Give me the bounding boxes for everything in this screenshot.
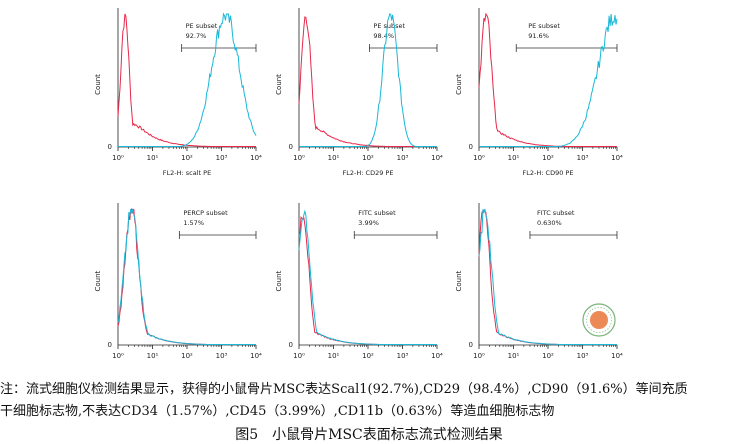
x-tick-label-3-2: 10² bbox=[181, 352, 193, 360]
x-tick-label-5-0: 10⁰ bbox=[473, 352, 485, 360]
x-tick-label-3-0: 10⁰ bbox=[112, 352, 124, 360]
watermark-seal-center bbox=[590, 311, 608, 329]
x-tick-label-1-0: 10⁰ bbox=[293, 154, 305, 162]
y-tick-label-1: 0 bbox=[289, 143, 293, 151]
histogram-sample-3 bbox=[117, 208, 256, 345]
x-tick-label-4-0: 10⁰ bbox=[293, 352, 305, 360]
figure-note-line-2: 干细胞标志物,不表达CD34（1.57%）,CD45（3.99%）,CD11b（… bbox=[0, 404, 555, 419]
histogram-control-0 bbox=[117, 13, 256, 147]
x-tick-label-3-1: 10¹ bbox=[147, 352, 159, 360]
x-tick-label-3-3: 10³ bbox=[216, 352, 228, 360]
x-tick-label-2-1: 10¹ bbox=[508, 154, 520, 162]
y-axis-label-4: Count bbox=[275, 270, 283, 291]
histogram-sample-5 bbox=[478, 208, 617, 345]
watermark-seal-ring bbox=[586, 307, 612, 333]
x-tick-label-4-2: 10² bbox=[362, 352, 374, 360]
x-tick-label-0-1: 10¹ bbox=[147, 154, 159, 162]
y-axis-label-2: Count bbox=[455, 74, 463, 95]
gate-value-3: 1.57% bbox=[183, 219, 204, 227]
gate-label-3: PERCP subset bbox=[183, 209, 228, 217]
x-tick-label-0-0: 10⁰ bbox=[112, 154, 124, 162]
gate-label-5: FITC subset bbox=[537, 209, 575, 217]
x-tick-label-4-1: 10¹ bbox=[328, 352, 340, 360]
x-axis-label-1: FL2-H: CD29 PE bbox=[343, 169, 394, 177]
x-tick-label-1-4: 10⁴ bbox=[431, 154, 443, 162]
histogram-sample-0 bbox=[118, 12, 257, 147]
y-axis-label-3: Count bbox=[94, 270, 102, 291]
histogram-control-1 bbox=[298, 16, 437, 147]
gate-label-4: FITC subset bbox=[358, 209, 396, 217]
histogram-sample-1 bbox=[299, 13, 437, 147]
x-tick-label-0-4: 10⁴ bbox=[250, 154, 262, 162]
x-tick-label-3-4: 10⁴ bbox=[250, 352, 262, 360]
x-tick-label-4-3: 10³ bbox=[397, 352, 409, 360]
x-tick-label-1-2: 10² bbox=[362, 154, 374, 162]
gate-value-1: 98.4% bbox=[373, 32, 394, 40]
flow-cytometry-figure: 10⁰ 10¹ 10² 10³ 10⁴ 0 Count FL2-H: scalt PE PE s… bbox=[94, 8, 623, 360]
y-axis-label-1: Count bbox=[275, 74, 283, 95]
histogram-sample-2 bbox=[479, 13, 618, 147]
x-tick-label-2-4: 10⁴ bbox=[611, 154, 623, 162]
figure-title: 图5 小鼠骨片MSC表面标志流式检测结果 bbox=[235, 427, 503, 443]
gate-value-4: 3.99% bbox=[358, 219, 379, 227]
histogram-control-2 bbox=[478, 12, 617, 147]
figure-note-line-1: 注：流式细胞仪检测结果显示，获得的小鼠骨片MSC表达Scal1(92.7%),C… bbox=[0, 382, 688, 397]
x-tick-label-5-1: 10¹ bbox=[508, 352, 520, 360]
x-tick-label-0-2: 10² bbox=[181, 154, 193, 162]
y-tick-label-0: 0 bbox=[108, 143, 112, 151]
y-tick-label-4: 0 bbox=[289, 341, 293, 349]
x-tick-label-2-3: 10³ bbox=[577, 154, 589, 162]
y-axis-label-5: Count bbox=[455, 270, 463, 291]
y-tick-label-5: 0 bbox=[469, 341, 473, 349]
y-tick-label-2: 0 bbox=[469, 143, 473, 151]
gate-value-0: 92.7% bbox=[186, 32, 207, 40]
gate-label-0: PE subset bbox=[186, 22, 218, 30]
gate-label-1: PE subset bbox=[373, 22, 405, 30]
x-tick-label-2-0: 10⁰ bbox=[473, 154, 485, 162]
x-tick-label-1-1: 10¹ bbox=[328, 154, 340, 162]
histogram-control-3 bbox=[117, 208, 256, 345]
y-tick-label-3: 0 bbox=[108, 341, 112, 349]
y-axis-label-0: Count bbox=[94, 74, 102, 95]
x-tick-label-4-4: 10⁴ bbox=[431, 352, 443, 360]
histogram-control-4 bbox=[298, 216, 437, 346]
gate-value-2: 91.6% bbox=[528, 32, 549, 40]
x-tick-label-5-3: 10³ bbox=[577, 352, 589, 360]
x-tick-label-5-2: 10² bbox=[542, 352, 554, 360]
x-tick-label-1-3: 10³ bbox=[397, 154, 409, 162]
gate-label-2: PE subset bbox=[528, 22, 560, 30]
histogram-sample-4 bbox=[298, 209, 437, 345]
x-tick-label-2-2: 10² bbox=[542, 154, 554, 162]
x-axis-label-0: FL2-H: scalt PE bbox=[163, 169, 211, 177]
x-axis-label-2: FL2-H: CD90 PE bbox=[523, 169, 574, 177]
x-tick-label-0-3: 10³ bbox=[216, 154, 228, 162]
gate-value-5: 0.630% bbox=[537, 219, 562, 227]
x-tick-label-5-4: 10⁴ bbox=[611, 352, 623, 360]
